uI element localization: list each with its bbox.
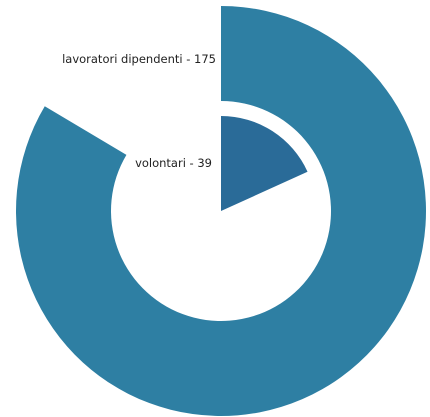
slice-lavoratori-dipendenti: [16, 6, 427, 417]
slice-volontari: [221, 116, 308, 211]
label-volontari: volontari - 39: [135, 156, 212, 170]
label-lavoratori-dipendenti: lavoratori dipendenti - 175: [62, 52, 216, 66]
